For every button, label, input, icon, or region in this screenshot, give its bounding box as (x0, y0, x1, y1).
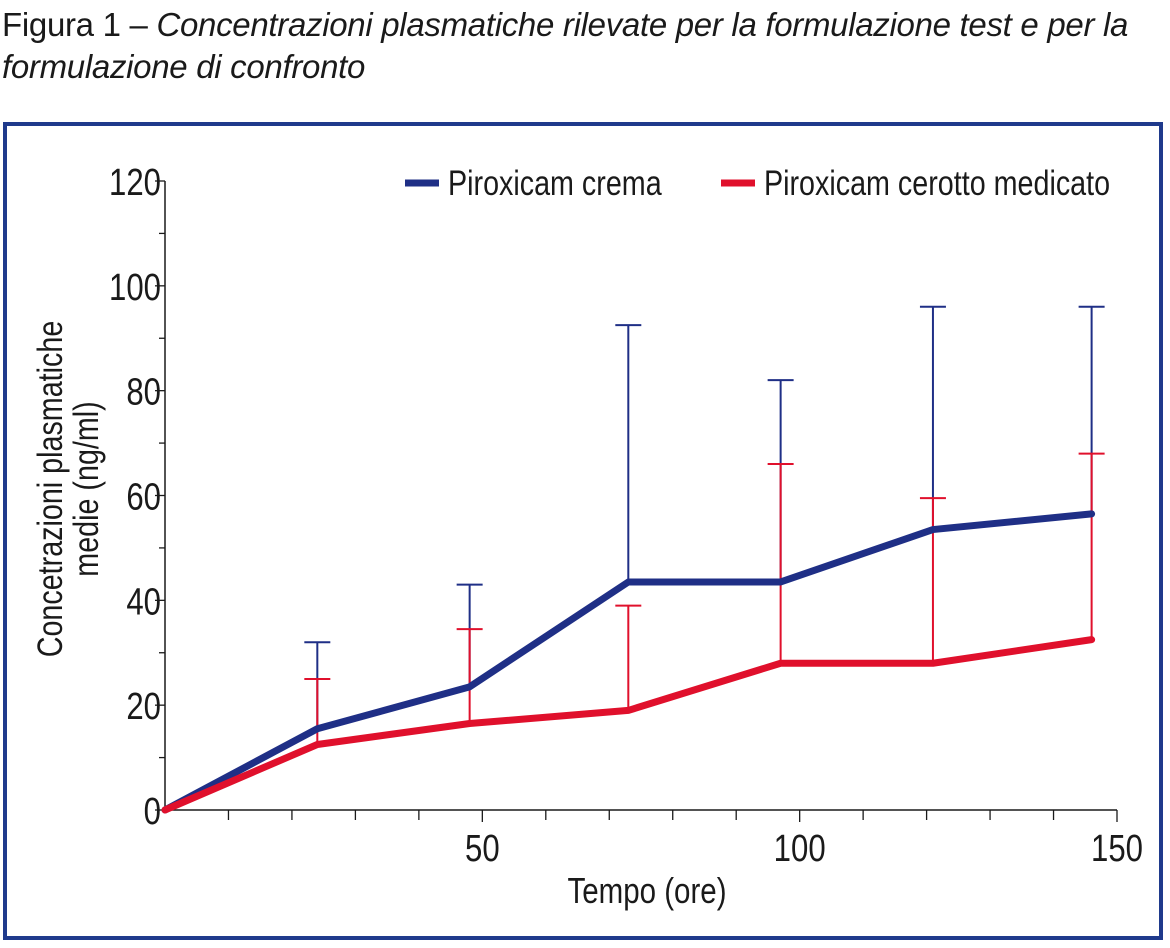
x-tick-label: 150 (1091, 828, 1143, 870)
series-line-cerotto (161, 636, 1096, 814)
figure-caption-label: Figura 1 – (2, 6, 157, 43)
x-tick-label: 100 (774, 828, 826, 870)
x-axis-title: Tempo (ore) (567, 870, 726, 910)
y-tick-label: 100 (109, 267, 161, 309)
y-tick-label: 20 (126, 686, 161, 728)
y-axis-title-line-1: Concetrazioni plasmatiche (31, 321, 70, 658)
y-axis-title-line-2: medie (ng/ml) (67, 401, 106, 576)
y-tick-label: 120 (109, 162, 161, 204)
legend-label-crema: Piroxicam crema (448, 163, 662, 202)
y-tick-label: 60 (126, 477, 161, 519)
series-line-crema (161, 510, 1096, 814)
line-chart: 0 20 40 60 80 100 120 50 100 150 Tempo (ore) Concet… (31, 162, 1143, 910)
y-tick-label: 80 (126, 372, 161, 414)
figure-caption: Figura 1 – Concentrazioni plasmatiche ri… (2, 4, 1167, 88)
y-tick-label: 0 (144, 791, 161, 833)
chart-frame: 0 20 40 60 80 100 120 50 100 150 Tempo (ore) Concet… (3, 122, 1163, 940)
figure-caption-text: Concentrazioni plasmatiche rilevate per … (2, 6, 1129, 85)
y-tick-label: 40 (126, 582, 161, 624)
x-tick-label: 50 (465, 828, 500, 870)
legend-label-cerotto: Piroxicam cerotto medicato (764, 163, 1110, 202)
